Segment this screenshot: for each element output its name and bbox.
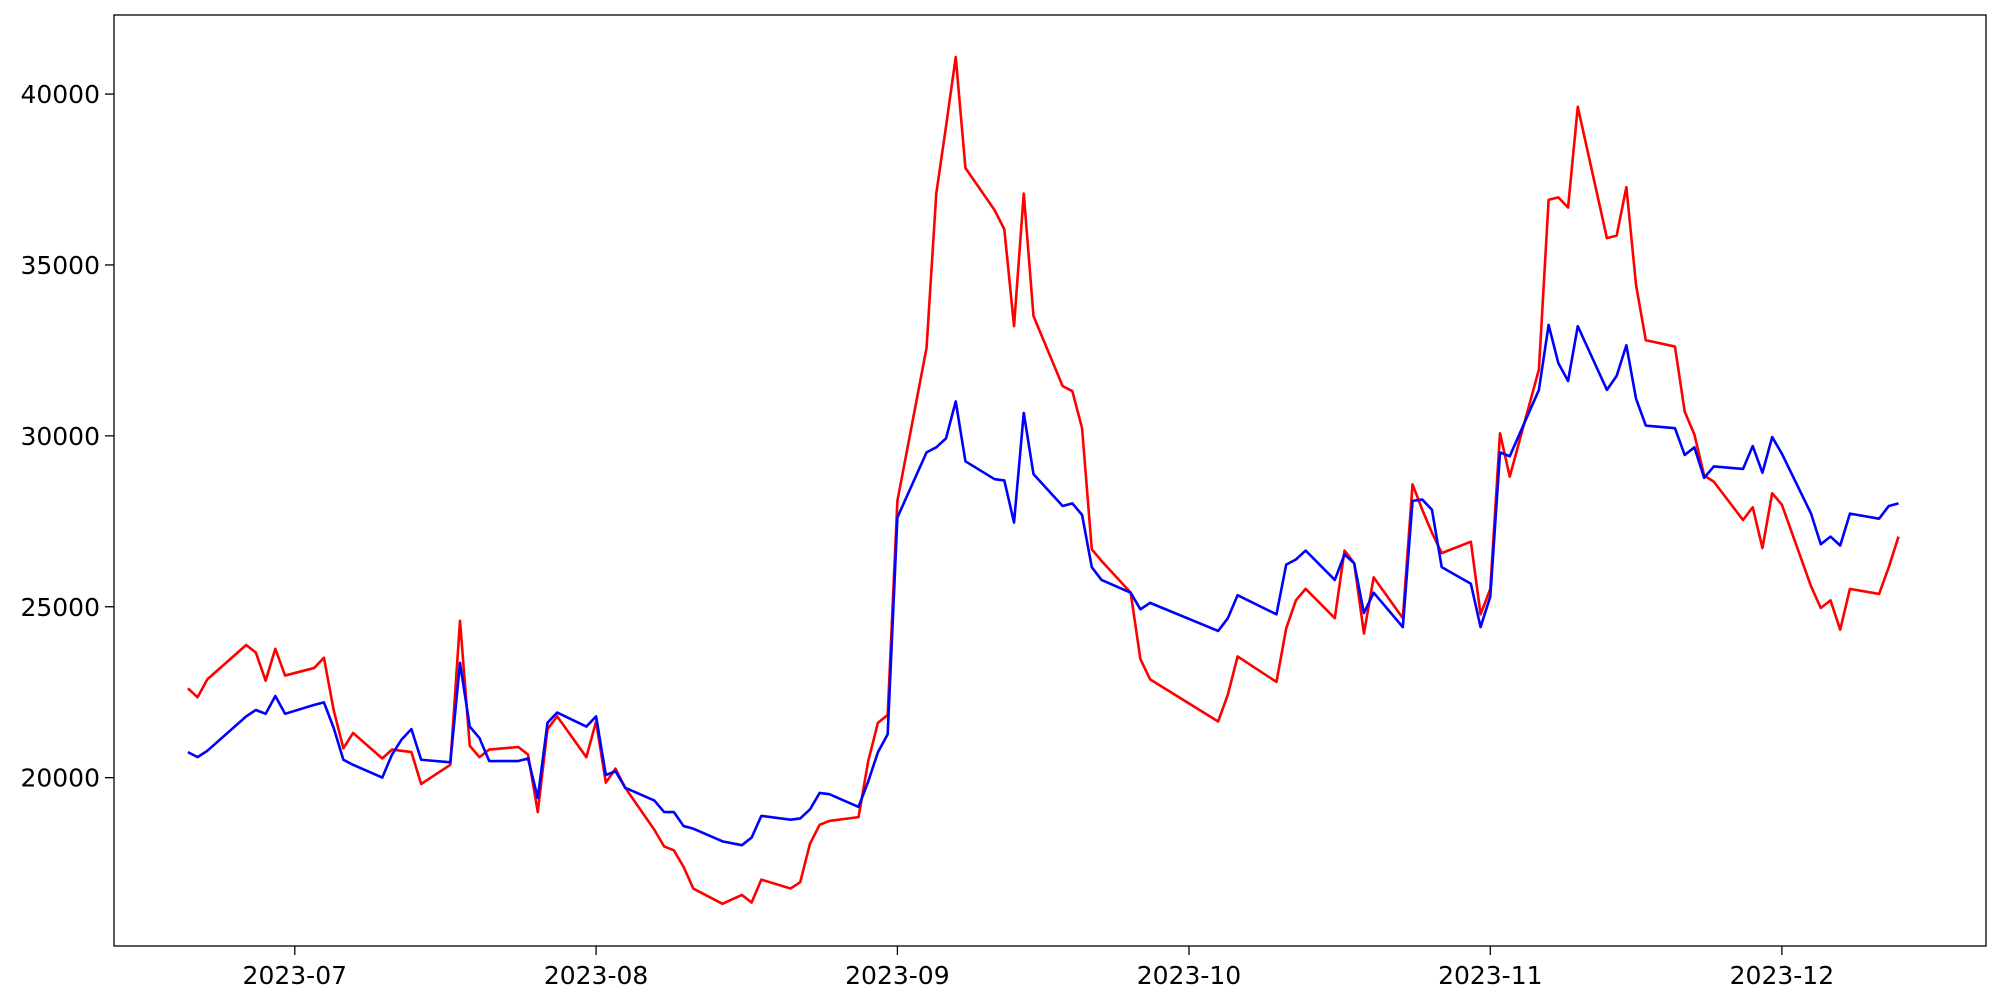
x-tick-label: 2023-10: [1137, 961, 1241, 990]
y-tick-label: 35000: [20, 251, 100, 280]
x-tick-label: 2023-11: [1438, 961, 1542, 990]
x-tick-label: 2023-07: [243, 961, 347, 990]
y-tick-label: 30000: [20, 422, 100, 451]
x-tick-label: 2023-08: [544, 961, 648, 990]
x-tick-label: 2023-12: [1730, 961, 1834, 990]
y-tick-label: 25000: [20, 593, 100, 622]
series-line: [187, 323, 1899, 847]
plot-frame: [113, 14, 1987, 947]
y-tick-label: 40000: [20, 80, 100, 109]
x-tick-label: 2023-09: [845, 961, 949, 990]
y-tick-label: 20000: [20, 764, 100, 793]
series-line: [186, 55, 1900, 906]
